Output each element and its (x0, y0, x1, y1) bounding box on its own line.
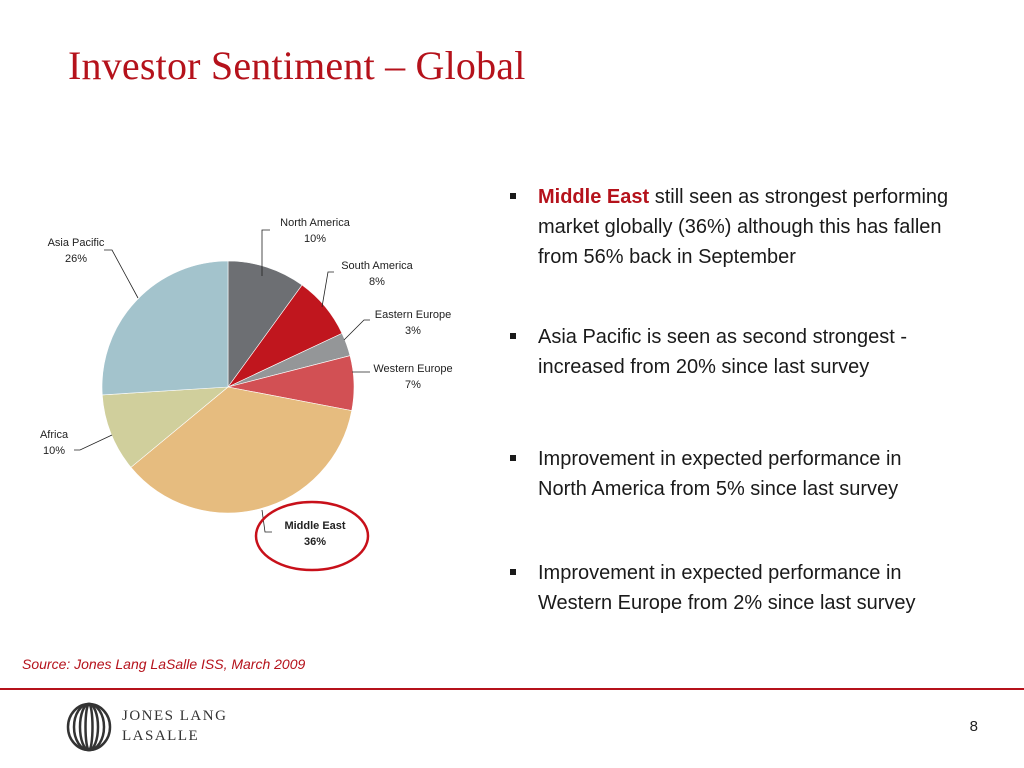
leader-line (74, 434, 113, 451)
bullet-text: still seen as strongest performing marke… (538, 186, 949, 268)
slide-title: Investor Sentiment – Global (68, 43, 526, 88)
slice-value-label: 7% (405, 379, 421, 391)
slice-label: Africa (40, 429, 69, 441)
slice-label: South America (341, 260, 413, 272)
pie-slice-north-america (227, 260, 303, 388)
bullet-item: Asia Pacific is seen as second strongest… (510, 322, 950, 382)
leader-line (321, 271, 334, 308)
slice-value-label: 10% (304, 233, 326, 245)
bullet-text: Asia Pacific is seen as second strongest… (538, 326, 908, 378)
leader-line (104, 249, 139, 299)
leader-line (261, 229, 270, 276)
pie-slice-asia-pacific (101, 260, 229, 396)
jll-logo-icon (66, 702, 112, 752)
bullet-marker (510, 569, 516, 575)
slice-label: North America (280, 217, 351, 229)
slice-value-label: 3% (405, 325, 421, 337)
leader-line (261, 509, 272, 533)
slice-value-label: 26% (65, 253, 87, 265)
slice-value-label: 36% (304, 536, 326, 548)
bullet-text: Improvement in expected performance in N… (538, 448, 902, 500)
slice-label: Middle East (284, 520, 345, 532)
middle-east-highlight-circle (254, 500, 370, 572)
bullet-item: Improvement in expected performance in N… (510, 444, 950, 504)
slice-label: Eastern Europe (375, 309, 451, 321)
bullet-marker (510, 193, 516, 199)
logo-line-1: Jones Lang (122, 708, 228, 724)
pie-slice-africa (101, 386, 229, 468)
bullet-marker (510, 455, 516, 461)
bullet-marker (510, 333, 516, 339)
bullet-highlight: Middle East (538, 186, 650, 208)
leader-line (343, 319, 370, 341)
bullet-text: Improvement in expected performance in W… (538, 562, 916, 614)
bullet-item: Improvement in expected performance in W… (510, 558, 950, 618)
footer-divider (0, 688, 1024, 690)
pie-slice-middle-east (130, 386, 353, 514)
slice-label: Western Europe (373, 363, 452, 375)
slice-value-label: 8% (369, 276, 385, 288)
page-number: 8 (969, 718, 978, 735)
slice-label: Asia Pacific (48, 237, 105, 249)
slice-value-label: 10% (43, 445, 65, 457)
source-note: Source: Jones Lang LaSalle ISS, March 20… (22, 656, 306, 672)
company-logo-text: Jones Lang LaSalle (122, 706, 227, 746)
logo-line-2: LaSalle (122, 728, 200, 744)
bullet-item: Middle East still seen as strongest perf… (510, 182, 950, 272)
pie-chart: North America 10% South America 8% Eastern E… (40, 217, 453, 572)
